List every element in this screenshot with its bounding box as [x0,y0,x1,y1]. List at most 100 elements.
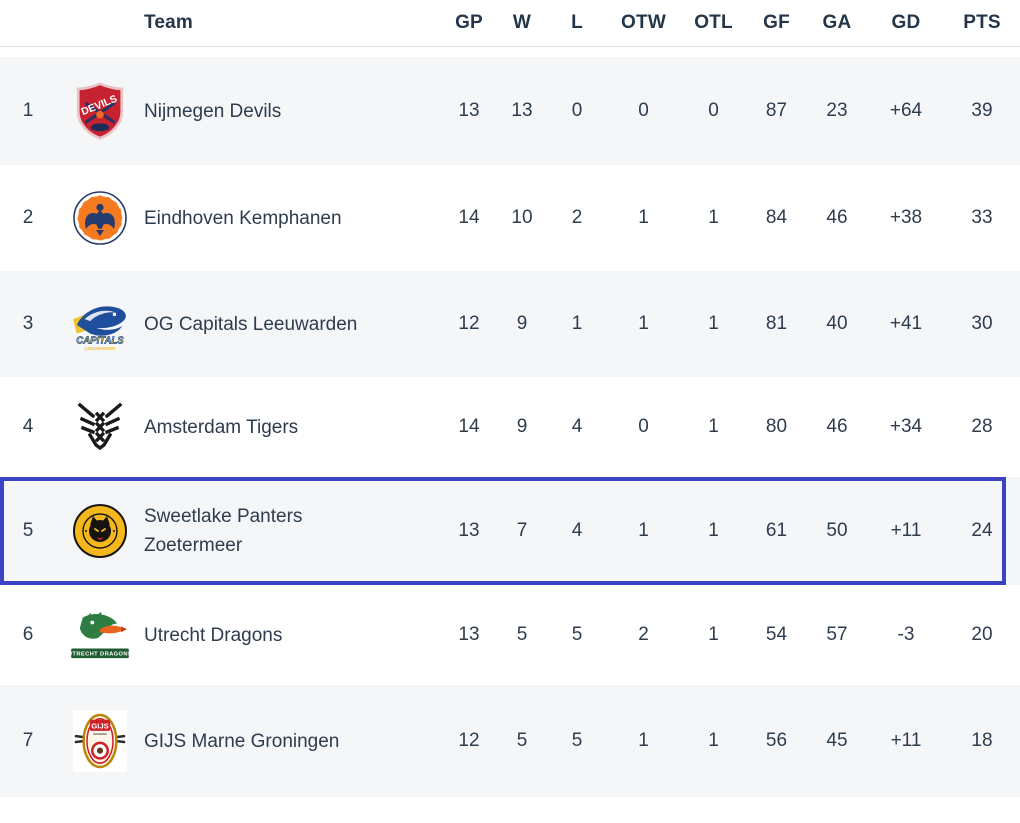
stat-otw: 0 [638,416,649,437]
table-row-nijmegen-devils[interactable]: 1 DEVILS Nijmegen Devils 13 13 0 0 0 87 … [0,57,1020,165]
stat-ga: 57 [826,624,848,645]
team-name: Sweetlake Panters Zoetermeer [144,506,303,556]
gijs-marne-groningen-logo: GIJS [56,710,144,772]
stat-otl: 1 [708,730,719,751]
header-team: Team [144,12,194,33]
capitals-logo-text: CAPITALS [76,335,124,346]
stat-ga: 46 [826,416,848,437]
stat-gf: 61 [765,520,788,541]
stat-gp: 14 [458,416,480,437]
stat-gf: 80 [765,416,788,437]
stat-otw: 2 [638,624,649,645]
stat-gd: +11 [890,730,922,751]
table-row-gijs-marne-groningen[interactable]: 7 GIJS GIJS Marne Groningen 12 5 5 1 [0,685,1020,797]
nijmegen-devils-logo: DEVILS [56,82,144,140]
header-l: L [571,12,583,33]
team-name: OG Capitals Leeuwarden [144,313,358,335]
utrecht-dragons-logo-text: UTRECHT DRAGONS [69,652,131,658]
stat-l: 0 [571,100,583,121]
team-name: Eindhoven Kemphanen [144,207,342,229]
stat-gf: 87 [765,100,788,121]
rank: 2 [22,207,34,228]
table-row-og-capitals-leeuwarden[interactable]: 3 CAPITALS LEEUWARDEN OG Capitals Leeuwa… [0,271,1020,377]
stat-otl: 1 [708,416,719,437]
stat-l: 1 [571,313,583,334]
table-body: 1 DEVILS Nijmegen Devils 13 13 0 0 0 87 … [0,57,1020,823]
stat-w: 9 [516,416,528,437]
rank: 5 [22,520,34,541]
stat-l: 2 [571,207,583,228]
stat-gp: 13 [458,520,480,541]
amsterdam-tigers-logo [56,402,144,452]
table-row-red-eagles-s-hertogenbosch[interactable]: 8 RED EAGLES Red Eagles 's-Hertogenbosch… [0,797,1020,823]
stat-w: 10 [511,207,533,228]
stat-otl: 1 [708,313,719,334]
stat-gd: +34 [889,416,923,437]
stat-l: 4 [571,520,583,541]
stat-otl: 1 [708,207,719,228]
stat-otw: 0 [638,100,649,121]
stat-gd: +11 [890,520,922,541]
header-gd: GD [891,12,921,33]
table-row-amsterdam-tigers[interactable]: 4 Amsterdam Tigers 14 9 4 0 [0,377,1020,477]
stat-w: 7 [516,520,528,541]
rank: 1 [22,100,34,121]
header-ga: GA [822,12,852,33]
header-gf: GF [763,12,790,33]
rank: 6 [22,624,34,645]
header-gp: GP [455,12,483,33]
stat-gf: 81 [765,313,788,334]
team-name: Nijmegen Devils [144,100,282,122]
stat-otw: 1 [638,520,649,541]
rank: 7 [22,730,34,751]
stat-pts: 39 [971,100,993,121]
stat-ga: 50 [826,520,848,541]
team-name: GIJS Marne Groningen [144,730,340,752]
stat-w: 5 [516,730,528,751]
stat-gf: 84 [765,207,788,228]
stat-gp: 12 [458,730,480,751]
stat-otw: 1 [638,313,649,334]
stat-gp: 13 [458,624,480,645]
stat-pts: 28 [971,416,993,437]
stat-pts: 30 [971,313,993,334]
table-row-sweetlake-panters-zoetermeer[interactable]: 5 Sweetlake Panters Zoetermeer 13 7 [0,477,1020,585]
stat-pts: 20 [971,624,993,645]
stat-ga: 46 [826,207,848,228]
stat-gd: +64 [889,100,923,121]
stat-gf: 54 [765,624,788,645]
stat-l: 5 [571,730,583,751]
table-row-utrecht-dragons[interactable]: 6 UTRECHT DRAGONS Utrecht Dragons 13 5 5… [0,585,1020,685]
table-header-row: Team GP W L OTW OTL GF GA GD PTS [0,0,1020,47]
stat-otl: 1 [708,624,719,645]
stat-gf: 56 [765,730,788,751]
stat-otl: 0 [708,100,719,121]
stat-ga: 40 [826,313,848,334]
header-pts: PTS [963,12,1001,33]
table-row-eindhoven-kemphanen[interactable]: 2 Eindhoven Kemphanen 14 10 2 1 1 84 [0,165,1020,271]
stat-pts: 24 [971,520,993,541]
stat-ga: 45 [826,730,848,751]
stat-gp: 13 [458,100,480,121]
stat-gp: 12 [458,313,480,334]
og-capitals-leeuwarden-logo: CAPITALS LEEUWARDEN [56,296,144,352]
header-otw: OTW [621,12,666,33]
stat-w: 13 [511,100,533,121]
stat-w: 5 [516,624,528,645]
header-otl: OTL [694,12,733,33]
stat-gp: 14 [458,207,480,228]
team-name: Amsterdam Tigers [144,416,299,438]
stat-otl: 1 [708,520,719,541]
stat-l: 4 [571,416,583,437]
stat-otw: 1 [638,730,649,751]
eindhoven-kemphanen-logo [56,190,144,246]
stat-pts: 33 [971,207,993,228]
team-name: Utrecht Dragons [144,624,283,646]
rank: 3 [22,313,34,334]
stat-gd: +41 [889,313,923,334]
sweetlake-panters-zoetermeer-logo [56,503,144,559]
stat-l: 5 [571,624,583,645]
stat-gd: +38 [889,207,923,228]
stat-w: 9 [516,313,528,334]
